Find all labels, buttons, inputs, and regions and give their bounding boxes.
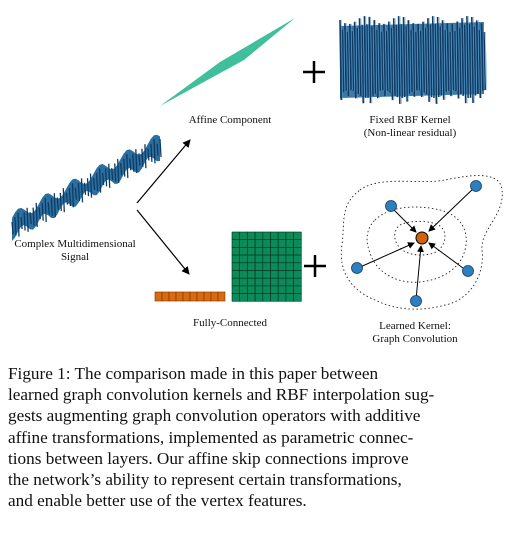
caption-line: gests augmenting graph convolution opera… <box>8 406 421 426</box>
graph-node <box>410 295 422 307</box>
figure-caption: Figure 1: The comparison made in this pa… <box>8 363 500 511</box>
rbf-kernel-surface <box>339 16 487 104</box>
plus-icon <box>304 255 326 277</box>
label-fixed-rbf-kernel: Fixed RBF Kernel (Non-linear residual) <box>363 114 457 139</box>
graph-node <box>385 200 397 212</box>
arrow-to-fully-connected <box>136 209 190 275</box>
caption-line: and enable better use of the vertex feat… <box>8 491 307 511</box>
caption-line: affine transformations, implemented as p… <box>8 427 414 447</box>
graph-node <box>470 180 482 192</box>
graph-mid-contour <box>366 206 467 283</box>
label-fully-connected: Fully-Connected <box>193 317 267 329</box>
figure-diagram: Affine Component Fixed RBF Kernel (Non-l… <box>11 16 503 345</box>
graph-center-node <box>415 231 429 245</box>
plus-icon <box>303 61 325 83</box>
graph-node <box>351 262 363 274</box>
affine-plane-shape <box>160 18 295 106</box>
caption-line: Figure 1: The comparison made in this pa… <box>8 364 379 383</box>
fc-weight-matrix <box>231 231 302 302</box>
signal-surface <box>11 134 162 241</box>
arrow-to-affine <box>136 139 191 204</box>
fc-vector <box>154 291 226 302</box>
label-complex-signal: Complex Multidimensional Signal <box>14 238 136 263</box>
label-learned-kernel: Learned Kernel: Graph Convolution <box>372 320 458 345</box>
caption-line: the network’s ability to represent certa… <box>8 470 402 490</box>
label-affine-component: Affine Component <box>188 114 272 126</box>
figure-canvas <box>11 16 503 310</box>
caption-line: learned graph convolution kernels and RB… <box>8 385 435 405</box>
graph-node <box>462 265 474 277</box>
graph-outer-contour <box>340 175 503 310</box>
graph-convolution <box>340 175 503 310</box>
caption-line: tions between layers. Our affine skip co… <box>8 448 409 468</box>
